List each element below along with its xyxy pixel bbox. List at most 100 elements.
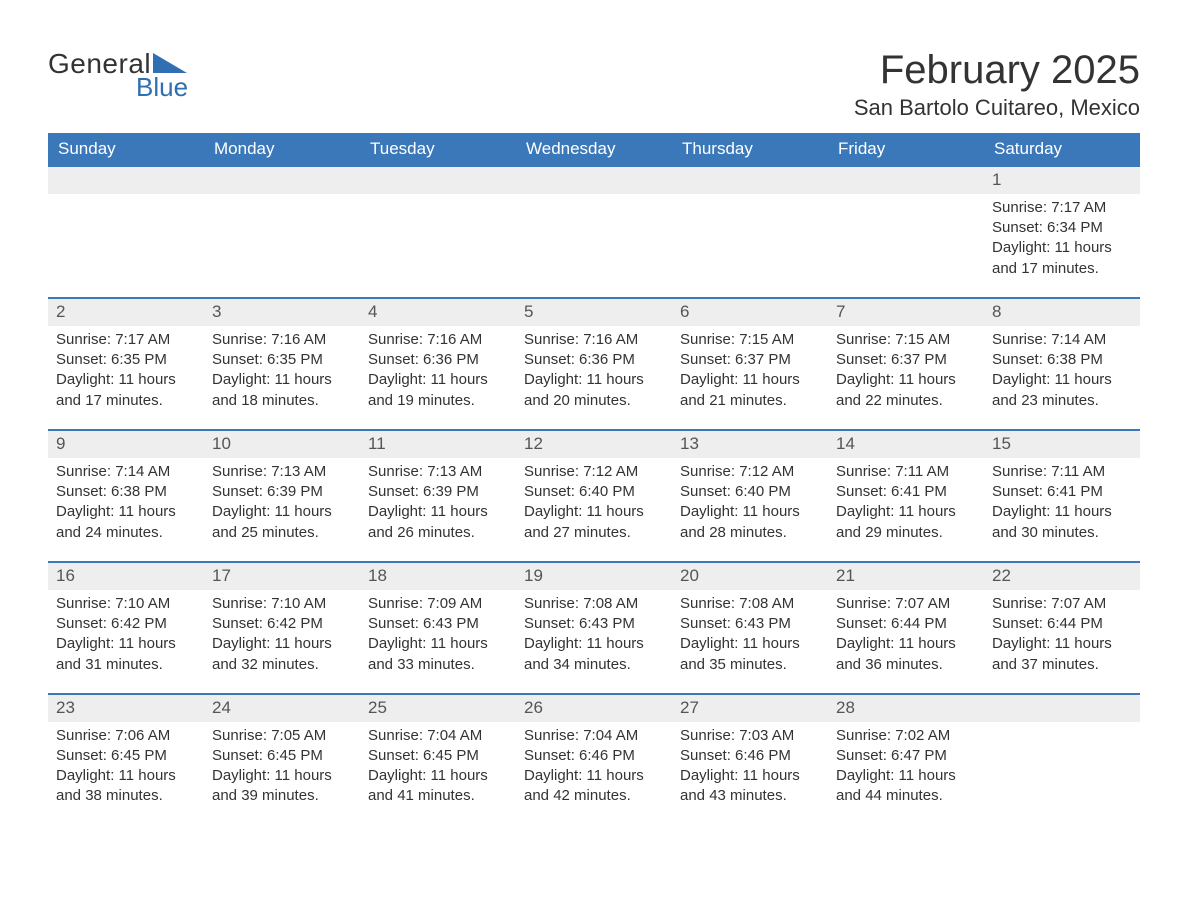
sunset-line: Sunset: 6:45 PM (212, 746, 352, 766)
daylight-line1: Daylight: 11 hours (524, 370, 664, 390)
calendar-cell: 28Sunrise: 7:02 AMSunset: 6:47 PMDayligh… (828, 694, 984, 825)
day-number (516, 167, 672, 194)
daylight-line2: and 17 minutes. (992, 259, 1132, 279)
calendar-cell: 26Sunrise: 7:04 AMSunset: 6:46 PMDayligh… (516, 694, 672, 825)
sunrise-line: Sunrise: 7:17 AM (56, 330, 196, 350)
day-number: 12 (516, 431, 672, 458)
day-number: 3 (204, 299, 360, 326)
daylight-line2: and 18 minutes. (212, 391, 352, 411)
sunset-line: Sunset: 6:38 PM (56, 482, 196, 502)
daylight-line2: and 32 minutes. (212, 655, 352, 675)
day-number: 16 (48, 563, 204, 590)
day-details: Sunrise: 7:17 AMSunset: 6:34 PMDaylight:… (990, 198, 1134, 279)
col-wednesday: Wednesday (516, 133, 672, 166)
daylight-line1: Daylight: 11 hours (56, 370, 196, 390)
sunrise-line: Sunrise: 7:17 AM (992, 198, 1132, 218)
day-details: Sunrise: 7:03 AMSunset: 6:46 PMDaylight:… (678, 726, 822, 807)
calendar-cell: 2Sunrise: 7:17 AMSunset: 6:35 PMDaylight… (48, 298, 204, 430)
sunset-line: Sunset: 6:45 PM (56, 746, 196, 766)
daylight-line1: Daylight: 11 hours (368, 634, 508, 654)
sunrise-line: Sunrise: 7:16 AM (212, 330, 352, 350)
sunrise-line: Sunrise: 7:14 AM (992, 330, 1132, 350)
day-details: Sunrise: 7:14 AMSunset: 6:38 PMDaylight:… (990, 330, 1134, 411)
daylight-line1: Daylight: 11 hours (680, 634, 820, 654)
day-details: Sunrise: 7:12 AMSunset: 6:40 PMDaylight:… (678, 462, 822, 543)
day-number: 7 (828, 299, 984, 326)
calendar-cell: 16Sunrise: 7:10 AMSunset: 6:42 PMDayligh… (48, 562, 204, 694)
calendar-cell (360, 166, 516, 298)
sunset-line: Sunset: 6:41 PM (836, 482, 976, 502)
calendar-body: 1Sunrise: 7:17 AMSunset: 6:34 PMDaylight… (48, 166, 1140, 825)
day-details: Sunrise: 7:04 AMSunset: 6:45 PMDaylight:… (366, 726, 510, 807)
daylight-line2: and 34 minutes. (524, 655, 664, 675)
sunset-line: Sunset: 6:41 PM (992, 482, 1132, 502)
calendar-cell (672, 166, 828, 298)
daylight-line2: and 22 minutes. (836, 391, 976, 411)
daylight-line2: and 41 minutes. (368, 786, 508, 806)
sunset-line: Sunset: 6:39 PM (368, 482, 508, 502)
daylight-line1: Daylight: 11 hours (524, 766, 664, 786)
day-number: 13 (672, 431, 828, 458)
day-details: Sunrise: 7:08 AMSunset: 6:43 PMDaylight:… (678, 594, 822, 675)
daylight-line2: and 20 minutes. (524, 391, 664, 411)
sunrise-line: Sunrise: 7:13 AM (368, 462, 508, 482)
sunrise-line: Sunrise: 7:08 AM (680, 594, 820, 614)
daylight-line2: and 25 minutes. (212, 523, 352, 543)
daylight-line1: Daylight: 11 hours (212, 502, 352, 522)
day-details: Sunrise: 7:08 AMSunset: 6:43 PMDaylight:… (522, 594, 666, 675)
daylight-line2: and 29 minutes. (836, 523, 976, 543)
daylight-line2: and 39 minutes. (212, 786, 352, 806)
sunrise-line: Sunrise: 7:04 AM (524, 726, 664, 746)
day-number: 5 (516, 299, 672, 326)
day-number (672, 167, 828, 194)
sunrise-line: Sunrise: 7:05 AM (212, 726, 352, 746)
daylight-line1: Daylight: 11 hours (212, 370, 352, 390)
day-number: 26 (516, 695, 672, 722)
sunrise-line: Sunrise: 7:03 AM (680, 726, 820, 746)
daylight-line2: and 19 minutes. (368, 391, 508, 411)
sunset-line: Sunset: 6:36 PM (524, 350, 664, 370)
title-block: February 2025 San Bartolo Cuitareo, Mexi… (854, 48, 1140, 121)
daylight-line1: Daylight: 11 hours (212, 634, 352, 654)
daylight-line1: Daylight: 11 hours (524, 634, 664, 654)
sunrise-line: Sunrise: 7:10 AM (56, 594, 196, 614)
day-details: Sunrise: 7:09 AMSunset: 6:43 PMDaylight:… (366, 594, 510, 675)
calendar-cell: 23Sunrise: 7:06 AMSunset: 6:45 PMDayligh… (48, 694, 204, 825)
top-bar: General Blue February 2025 San Bartolo C… (48, 48, 1140, 121)
day-number: 17 (204, 563, 360, 590)
daylight-line2: and 24 minutes. (56, 523, 196, 543)
day-number: 14 (828, 431, 984, 458)
calendar-week: 16Sunrise: 7:10 AMSunset: 6:42 PMDayligh… (48, 562, 1140, 694)
day-details: Sunrise: 7:16 AMSunset: 6:36 PMDaylight:… (366, 330, 510, 411)
day-details: Sunrise: 7:17 AMSunset: 6:35 PMDaylight:… (54, 330, 198, 411)
day-number: 1 (984, 167, 1140, 194)
calendar-cell: 17Sunrise: 7:10 AMSunset: 6:42 PMDayligh… (204, 562, 360, 694)
logo: General Blue (48, 48, 188, 103)
day-details: Sunrise: 7:13 AMSunset: 6:39 PMDaylight:… (210, 462, 354, 543)
daylight-line2: and 42 minutes. (524, 786, 664, 806)
logo-triangle-icon (153, 53, 187, 73)
sunrise-line: Sunrise: 7:14 AM (56, 462, 196, 482)
day-number (204, 167, 360, 194)
daylight-line1: Daylight: 11 hours (56, 502, 196, 522)
daylight-line1: Daylight: 11 hours (524, 502, 664, 522)
daylight-line1: Daylight: 11 hours (992, 502, 1132, 522)
calendar-cell (204, 166, 360, 298)
daylight-line2: and 44 minutes. (836, 786, 976, 806)
day-number: 15 (984, 431, 1140, 458)
daylight-line2: and 28 minutes. (680, 523, 820, 543)
sunrise-line: Sunrise: 7:07 AM (836, 594, 976, 614)
daylight-line1: Daylight: 11 hours (368, 502, 508, 522)
calendar-cell: 20Sunrise: 7:08 AMSunset: 6:43 PMDayligh… (672, 562, 828, 694)
calendar-cell (828, 166, 984, 298)
sunset-line: Sunset: 6:44 PM (836, 614, 976, 634)
sunset-line: Sunset: 6:34 PM (992, 218, 1132, 238)
calendar-cell (984, 694, 1140, 825)
day-number: 9 (48, 431, 204, 458)
calendar-cell: 19Sunrise: 7:08 AMSunset: 6:43 PMDayligh… (516, 562, 672, 694)
daylight-line2: and 26 minutes. (368, 523, 508, 543)
month-title: February 2025 (854, 48, 1140, 93)
day-details: Sunrise: 7:16 AMSunset: 6:36 PMDaylight:… (522, 330, 666, 411)
day-details: Sunrise: 7:07 AMSunset: 6:44 PMDaylight:… (990, 594, 1134, 675)
sunrise-line: Sunrise: 7:08 AM (524, 594, 664, 614)
